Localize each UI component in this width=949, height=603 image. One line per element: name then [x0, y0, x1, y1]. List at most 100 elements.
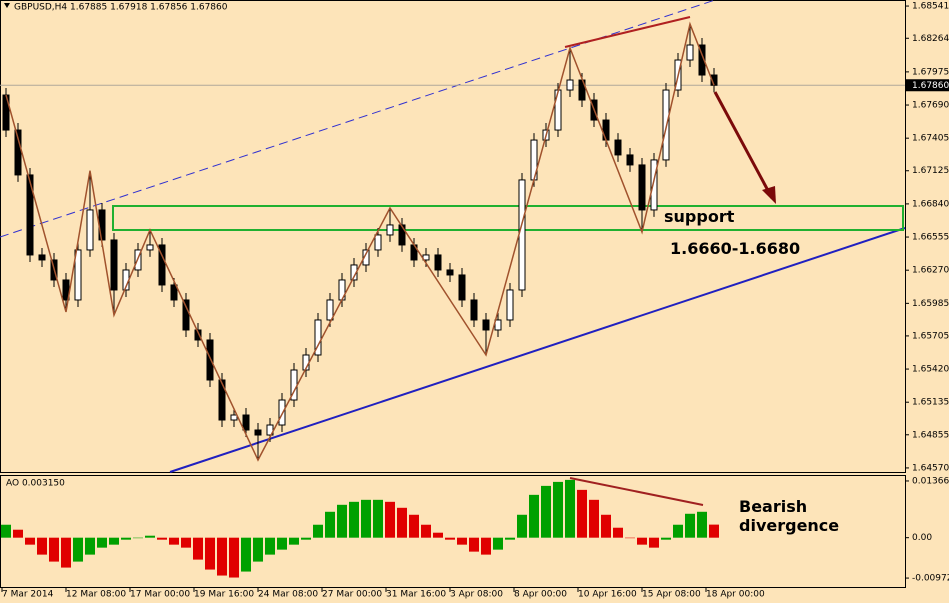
- y-tick-label: 1.67125: [912, 166, 949, 176]
- ao-bar: [193, 537, 203, 560]
- ao-bar: [325, 511, 335, 538]
- ao-bar: [709, 524, 719, 538]
- candle-body: [698, 44, 706, 76]
- y-tick-label: 1.66555: [912, 233, 949, 243]
- support-range: 1.6660-1.6680: [670, 239, 801, 258]
- candle-body: [398, 224, 406, 246]
- menu-icon: [4, 3, 10, 8]
- y-tick-label: 0.013664: [912, 476, 949, 486]
- x-tick-label: 24 Mar 08:00: [258, 590, 318, 600]
- ao-bar: [241, 537, 251, 572]
- x-tick-label: 18 Apr 00:00: [706, 590, 765, 600]
- y-tick-label: 1.64570: [912, 463, 949, 473]
- candle-body: [458, 274, 466, 301]
- y-tick-label: 1.65985: [912, 299, 949, 309]
- candle-body: [374, 234, 382, 251]
- ao-bar: [109, 537, 119, 545]
- candle-body: [686, 44, 694, 61]
- y-tick-label: 1.66270: [912, 266, 949, 276]
- last-price-box: [906, 79, 949, 92]
- candle-body: [146, 244, 154, 251]
- ao-bar: [577, 489, 587, 538]
- ao-frame: [0, 475, 906, 588]
- ao-bar: [673, 524, 683, 538]
- x-tick-label: 17 Mar 00:00: [130, 590, 190, 600]
- x-tick-label: 31 Mar 16:00: [386, 590, 446, 600]
- ao-bar: [361, 499, 371, 538]
- ao-bar: [337, 504, 347, 538]
- support-zone: [112, 205, 904, 231]
- ao-bar: [229, 537, 239, 578]
- ao-bar: [277, 537, 287, 550]
- candle-body: [194, 329, 202, 341]
- ao-bar: [505, 537, 515, 540]
- ao-bar: [61, 537, 71, 568]
- candle-body: [614, 139, 622, 156]
- ao-bar: [73, 537, 83, 562]
- y-tick-label: 1.67690: [912, 101, 949, 111]
- ao-bar: [217, 537, 227, 576]
- ao-bar: [457, 537, 467, 545]
- candle-body: [14, 129, 22, 176]
- ao-bar: [169, 537, 179, 545]
- x-tick-label: 27 Mar 00:00: [322, 590, 382, 600]
- candle-body: [554, 89, 562, 131]
- ao-bar: [385, 501, 395, 538]
- ao-bar: [25, 537, 35, 545]
- ao-bar: [397, 507, 407, 538]
- ao-divergence-line: [569, 477, 704, 506]
- ao-bar: [349, 501, 359, 538]
- candle-body: [626, 154, 634, 166]
- x-tick-label: 12 Mar 08:00: [66, 590, 126, 600]
- candle-body: [506, 289, 514, 321]
- ao-bar: [589, 499, 599, 538]
- candle-body: [38, 254, 46, 261]
- candle-body: [494, 319, 502, 331]
- ao-bar: [529, 494, 539, 538]
- candle-body: [650, 159, 658, 211]
- x-tick-label: 10 Apr 16:00: [578, 590, 637, 600]
- candle-body: [230, 414, 238, 421]
- candle-body: [254, 429, 262, 436]
- divergence-label: Bearish divergence: [739, 497, 840, 535]
- candle-body: [602, 119, 610, 141]
- x-tick-label: 19 Mar 16:00: [194, 590, 254, 600]
- ao-bar: [205, 537, 215, 570]
- arrow: [713, 91, 774, 199]
- candle-body: [110, 239, 118, 291]
- candle-body: [158, 244, 166, 286]
- ao-bar: [121, 537, 131, 540]
- ao-bar: [409, 514, 419, 538]
- ao-bar: [517, 514, 527, 538]
- candle-body: [386, 224, 394, 236]
- ao-bar: [301, 537, 311, 540]
- y-tick-label: 1.68264: [912, 34, 949, 44]
- y-tick-label: -0.009727: [912, 574, 949, 584]
- y-tick-label: 1.65135: [912, 398, 949, 408]
- ao-bar: [37, 537, 47, 555]
- candle-body: [242, 414, 250, 431]
- candle-body: [182, 299, 190, 331]
- candle-body: [74, 249, 82, 301]
- candle-body: [446, 269, 454, 276]
- ao-header: AO 0.003150: [6, 479, 65, 489]
- ao-bar: [445, 537, 455, 540]
- candle-body: [470, 299, 478, 321]
- ao-bar: [133, 537, 143, 539]
- candle-body: [362, 249, 370, 266]
- support-label: support: [664, 207, 735, 226]
- x-tick-label: 7 Mar 2014: [2, 590, 54, 600]
- ao-bar: [265, 537, 275, 555]
- candle-body: [518, 179, 526, 291]
- candle-body: [710, 74, 718, 86]
- ao-bar: [13, 529, 23, 538]
- ao-bar: [145, 535, 155, 538]
- ao-bar: [493, 537, 503, 550]
- ao-bar: [421, 524, 431, 538]
- y-tick-label: 1.68541: [912, 2, 949, 12]
- candle-body: [638, 164, 646, 211]
- x-tick-label: 3 Apr 08:00: [450, 590, 503, 600]
- y-tick-label: 1.65420: [912, 365, 949, 375]
